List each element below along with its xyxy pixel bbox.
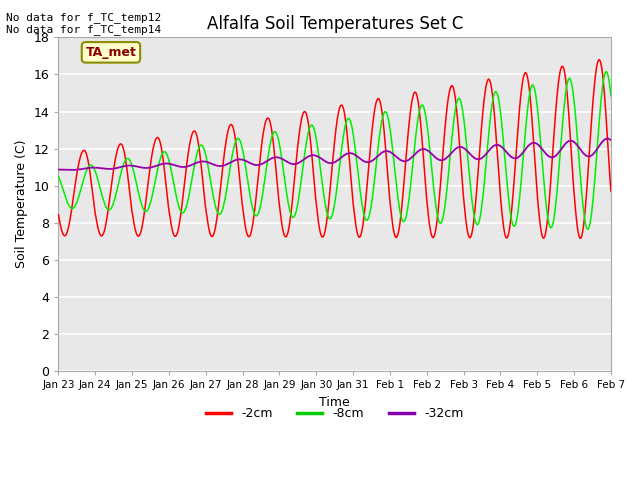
Text: No data for f_TC_temp12: No data for f_TC_temp12	[6, 12, 162, 23]
X-axis label: Time: Time	[319, 396, 350, 408]
Legend: -2cm, -8cm, -32cm: -2cm, -8cm, -32cm	[201, 402, 468, 425]
Text: TA_met: TA_met	[86, 46, 136, 59]
Title: Alfalfa Soil Temperatures Set C: Alfalfa Soil Temperatures Set C	[207, 15, 463, 33]
Text: No data for f_TC_temp14: No data for f_TC_temp14	[6, 24, 162, 35]
Y-axis label: Soil Temperature (C): Soil Temperature (C)	[15, 140, 28, 268]
